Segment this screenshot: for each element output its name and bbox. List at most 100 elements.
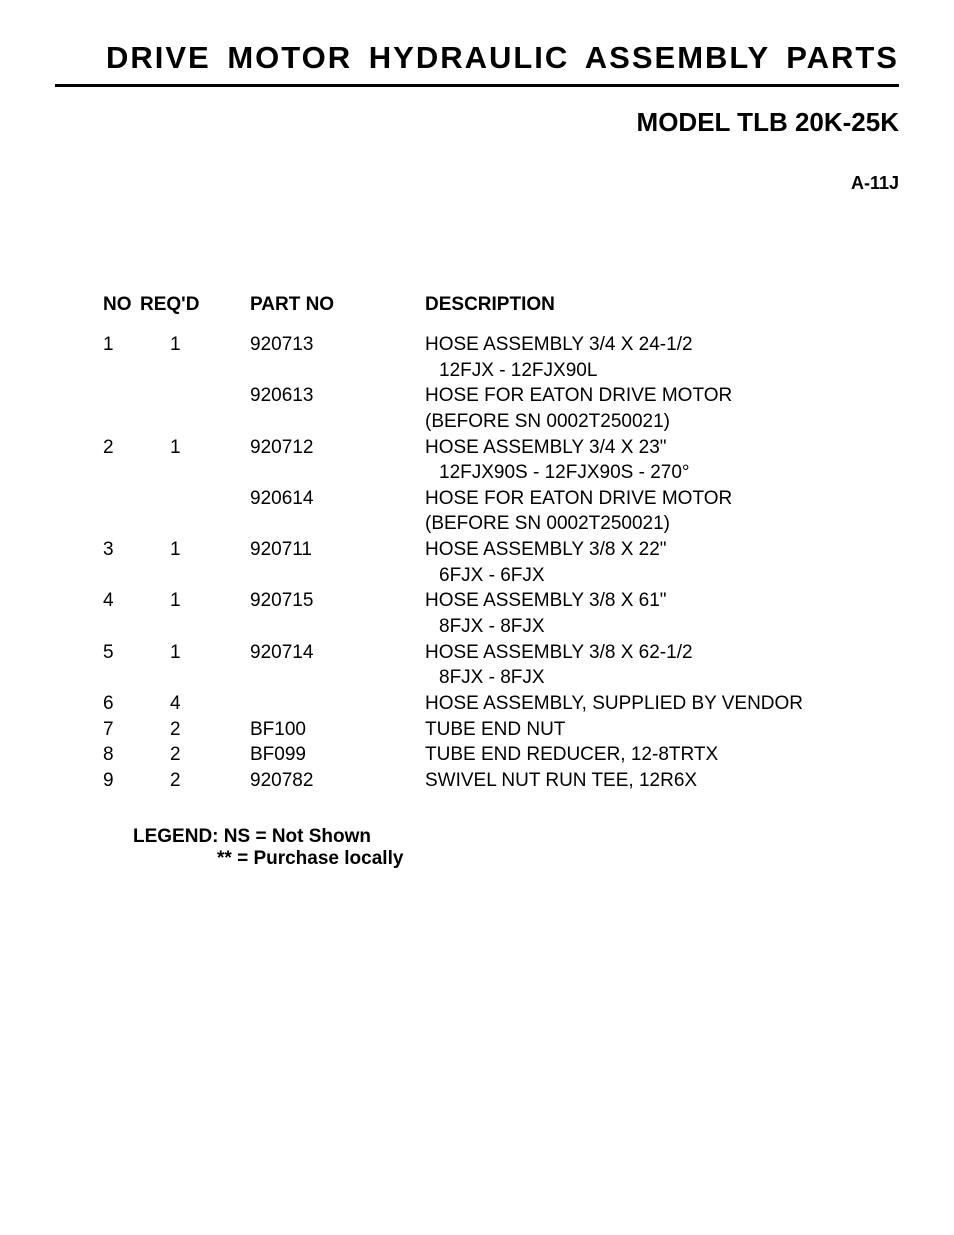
- cell-partno: 920711: [250, 537, 425, 563]
- legend: LEGEND: NS = Not Shown ** = Purchase loc…: [55, 826, 899, 870]
- table-row: 8FJX - 8FJX: [55, 665, 899, 691]
- table-row: 12FJX90S - 12FJX90S - 270°: [55, 460, 899, 486]
- cell-description: 8FJX - 8FJX: [425, 614, 899, 640]
- cell-reqd: [140, 563, 250, 589]
- page-reference: A-11J: [55, 173, 899, 194]
- cell-partno: [250, 358, 425, 384]
- cell-description: HOSE ASSEMBLY 3/8 X 62-1/2: [425, 640, 899, 666]
- table-row: 64 HOSE ASSEMBLY, SUPPLIED BY VENDOR: [55, 691, 899, 717]
- cell-description: TUBE END NUT: [425, 717, 899, 743]
- cell-description: HOSE ASSEMBLY, SUPPLIED BY VENDOR: [425, 691, 899, 717]
- cell-description: (BEFORE SN 0002T250021): [425, 511, 899, 537]
- table-row: 92920782SWIVEL NUT RUN TEE, 12R6X: [55, 768, 899, 794]
- cell-no: 6: [55, 691, 140, 717]
- cell-reqd: [140, 383, 250, 409]
- table-row: 41920715HOSE ASSEMBLY 3/8 X 61": [55, 588, 899, 614]
- cell-no: 3: [55, 537, 140, 563]
- table-row: 920614HOSE FOR EATON DRIVE MOTOR: [55, 486, 899, 512]
- cell-reqd: [140, 409, 250, 435]
- parts-table: NO REQ'D PART NO DESCRIPTION 11920713HOS…: [55, 294, 899, 794]
- cell-partno: BF100: [250, 717, 425, 743]
- cell-reqd: [140, 460, 250, 486]
- col-header-reqd: REQ'D: [140, 294, 250, 316]
- cell-description: HOSE FOR EATON DRIVE MOTOR: [425, 383, 899, 409]
- cell-no: [55, 614, 140, 640]
- cell-partno: [250, 614, 425, 640]
- cell-partno: 920713: [250, 332, 425, 358]
- cell-partno: [250, 460, 425, 486]
- cell-reqd: [140, 614, 250, 640]
- cell-description: 12FJX - 12FJX90L: [425, 358, 899, 384]
- cell-reqd: 1: [140, 640, 250, 666]
- cell-reqd: [140, 486, 250, 512]
- table-row: 31920711HOSE ASSEMBLY 3/8 X 22": [55, 537, 899, 563]
- cell-description: 12FJX90S - 12FJX90S - 270°: [425, 460, 899, 486]
- cell-no: 7: [55, 717, 140, 743]
- cell-no: [55, 665, 140, 691]
- cell-no: [55, 358, 140, 384]
- cell-partno: 920614: [250, 486, 425, 512]
- cell-reqd: 4: [140, 691, 250, 717]
- cell-partno: [250, 691, 425, 717]
- cell-partno: [250, 665, 425, 691]
- cell-no: [55, 409, 140, 435]
- cell-description: 8FJX - 8FJX: [425, 665, 899, 691]
- col-header-description: DESCRIPTION: [425, 294, 899, 316]
- cell-partno: 920712: [250, 435, 425, 461]
- cell-partno: 920613: [250, 383, 425, 409]
- cell-reqd: 2: [140, 742, 250, 768]
- cell-no: 2: [55, 435, 140, 461]
- cell-reqd: 1: [140, 332, 250, 358]
- table-row: 82BF099TUBE END REDUCER, 12-8TRTX: [55, 742, 899, 768]
- cell-no: 5: [55, 640, 140, 666]
- cell-description: HOSE ASSEMBLY 3/8 X 61": [425, 588, 899, 614]
- table-row: 51920714HOSE ASSEMBLY 3/8 X 62-1/2: [55, 640, 899, 666]
- cell-reqd: [140, 665, 250, 691]
- cell-no: 9: [55, 768, 140, 794]
- cell-description: HOSE ASSEMBLY 3/8 X 22": [425, 537, 899, 563]
- cell-reqd: 2: [140, 717, 250, 743]
- cell-no: 8: [55, 742, 140, 768]
- cell-reqd: [140, 511, 250, 537]
- cell-description: HOSE ASSEMBLY 3/4 X 24-1/2: [425, 332, 899, 358]
- legend-line-local: ** = Purchase locally: [55, 848, 899, 870]
- table-header-row: NO REQ'D PART NO DESCRIPTION: [55, 294, 899, 316]
- table-row: 72BF100TUBE END NUT: [55, 717, 899, 743]
- legend-line-ns: LEGEND: NS = Not Shown: [55, 826, 899, 848]
- table-row: (BEFORE SN 0002T250021): [55, 409, 899, 435]
- cell-reqd: 2: [140, 768, 250, 794]
- table-row: 6FJX - 6FJX: [55, 563, 899, 589]
- cell-no: 1: [55, 332, 140, 358]
- cell-no: 4: [55, 588, 140, 614]
- table-row: 920613HOSE FOR EATON DRIVE MOTOR: [55, 383, 899, 409]
- cell-no: [55, 460, 140, 486]
- model-line: MODEL TLB 20K-25K: [55, 107, 899, 138]
- table-row: 11920713HOSE ASSEMBLY 3/4 X 24-1/2: [55, 332, 899, 358]
- col-header-no: NO: [55, 294, 140, 316]
- page-title: DRIVE MOTOR HYDRAULIC ASSEMBLY PARTS: [55, 40, 899, 87]
- cell-description: SWIVEL NUT RUN TEE, 12R6X: [425, 768, 899, 794]
- cell-description: TUBE END REDUCER, 12-8TRTX: [425, 742, 899, 768]
- cell-partno: 920782: [250, 768, 425, 794]
- cell-partno: 920714: [250, 640, 425, 666]
- cell-reqd: [140, 358, 250, 384]
- cell-reqd: 1: [140, 435, 250, 461]
- cell-description: HOSE FOR EATON DRIVE MOTOR: [425, 486, 899, 512]
- cell-description: HOSE ASSEMBLY 3/4 X 23": [425, 435, 899, 461]
- cell-partno: [250, 563, 425, 589]
- table-row: (BEFORE SN 0002T250021): [55, 511, 899, 537]
- cell-no: [55, 486, 140, 512]
- cell-description: (BEFORE SN 0002T250021): [425, 409, 899, 435]
- col-header-partno: PART NO: [250, 294, 425, 316]
- cell-partno: [250, 511, 425, 537]
- table-row: 12FJX - 12FJX90L: [55, 358, 899, 384]
- cell-no: [55, 383, 140, 409]
- cell-reqd: 1: [140, 588, 250, 614]
- cell-description: 6FJX - 6FJX: [425, 563, 899, 589]
- table-row: 8FJX - 8FJX: [55, 614, 899, 640]
- cell-partno: BF099: [250, 742, 425, 768]
- cell-no: [55, 511, 140, 537]
- table-body: 11920713HOSE ASSEMBLY 3/4 X 24-1/212FJX …: [55, 332, 899, 794]
- cell-partno: [250, 409, 425, 435]
- cell-reqd: 1: [140, 537, 250, 563]
